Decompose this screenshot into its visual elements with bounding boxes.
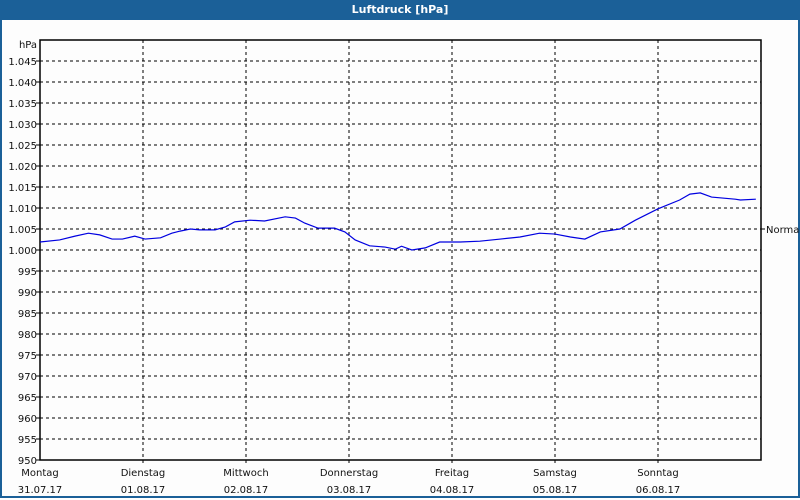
x-tick-date: 01.08.17 (121, 485, 166, 496)
y-tick-label: 955 (18, 435, 37, 446)
x-tick-day: Sonntag (637, 468, 679, 479)
y-tick-label: 1.040 (8, 78, 37, 89)
y-tick-label: 1.045 (8, 57, 37, 68)
y-tick-label: 960 (18, 414, 37, 425)
y-tick-label: 1.015 (8, 183, 37, 194)
y-tick-label: 1.000 (8, 246, 37, 257)
x-tick-day: Dienstag (121, 468, 166, 479)
pressure-line (39, 192, 756, 251)
y-tick-label: 975 (18, 351, 37, 362)
x-tick-day: Samstag (533, 468, 577, 479)
y-tick-label: 965 (18, 393, 37, 404)
x-tick-day: Donnerstag (320, 468, 378, 479)
x-tick-date: 03.08.17 (327, 485, 372, 496)
reference-label: Normal (766, 225, 800, 236)
y-tick-label: 1.005 (8, 225, 37, 236)
y-tick-label: 985 (18, 309, 37, 320)
chart-title: Luftdruck [hPa] (0, 0, 800, 20)
plot-frame (39, 39, 762, 461)
y-tick-label: 1.020 (8, 162, 37, 173)
y-tick-label: 970 (18, 372, 37, 383)
x-tick-day: Mittwoch (223, 468, 268, 479)
y-axis-label: hPa (19, 40, 37, 51)
y-tick-label: 1.035 (8, 99, 37, 110)
x-tick-date: 06.08.17 (636, 485, 681, 496)
y-tick-label: 995 (18, 267, 37, 278)
y-tick-label: 1.010 (8, 204, 37, 215)
y-tick-label: 1.030 (8, 120, 37, 131)
x-tick-date: 05.08.17 (533, 485, 578, 496)
x-tick-date: 31.07.17 (18, 485, 63, 496)
x-tick-date: 04.08.17 (430, 485, 475, 496)
x-tick-date: 02.08.17 (224, 485, 269, 496)
x-tick-day: Freitag (435, 468, 469, 479)
y-tick-label: 980 (18, 330, 37, 341)
y-tick-label: 950 (18, 456, 37, 467)
y-tick-label: 1.025 (8, 141, 37, 152)
x-tick-day: Montag (21, 468, 58, 479)
y-tick-label: 990 (18, 288, 37, 299)
